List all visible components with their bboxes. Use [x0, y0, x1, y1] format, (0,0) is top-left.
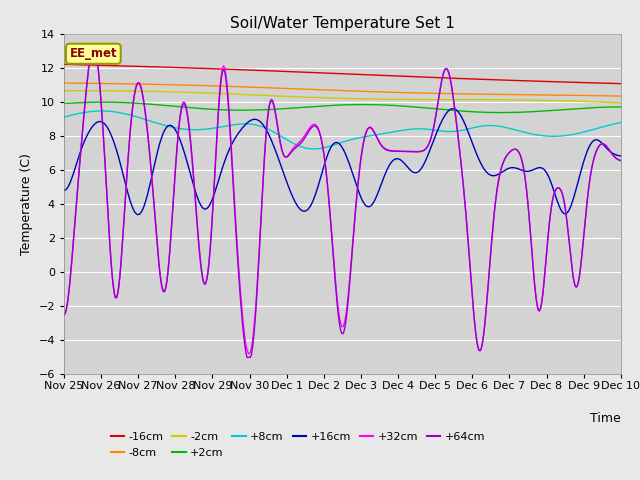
Text: Time: Time	[590, 412, 621, 425]
Y-axis label: Temperature (C): Temperature (C)	[20, 153, 33, 255]
Text: EE_met: EE_met	[70, 47, 117, 60]
Legend: -16cm, -8cm, -2cm, +2cm, +8cm, +16cm, +32cm, +64cm: -16cm, -8cm, -2cm, +2cm, +8cm, +16cm, +3…	[106, 428, 490, 462]
Title: Soil/Water Temperature Set 1: Soil/Water Temperature Set 1	[230, 16, 455, 31]
